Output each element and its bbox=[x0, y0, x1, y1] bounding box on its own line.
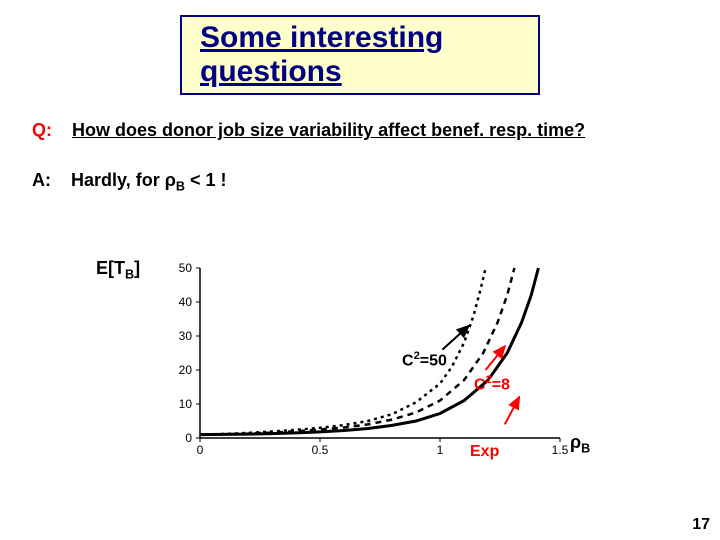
a-before: Hardly, for ρ bbox=[71, 170, 176, 190]
chart: 0 10 20 30 40 50 0 0.5 1 1.5 bbox=[150, 258, 570, 483]
answer-line: A: Hardly, for ρB < 1 ! bbox=[32, 170, 227, 194]
annot-c8-post: =8 bbox=[492, 376, 510, 393]
page-number: 17 bbox=[692, 516, 710, 534]
q-prefix: Q: bbox=[32, 120, 52, 140]
title-box: Some interesting questions bbox=[180, 15, 540, 95]
svg-text:0: 0 bbox=[185, 431, 192, 445]
title-text: Some interesting questions bbox=[200, 21, 443, 88]
svg-text:10: 10 bbox=[179, 397, 193, 411]
ylabel-sub: B bbox=[125, 268, 134, 282]
svg-text:40: 40 bbox=[179, 295, 193, 309]
svg-text:50: 50 bbox=[179, 261, 193, 275]
q-text: How does donor job size variability affe… bbox=[72, 120, 585, 140]
annot-exp: Exp bbox=[470, 443, 499, 461]
a-sub: B bbox=[176, 180, 185, 194]
xlabel-sym: ρ bbox=[570, 432, 581, 452]
svg-text:20: 20 bbox=[179, 363, 193, 377]
xlabel-sub: B bbox=[581, 442, 590, 456]
svg-text:1.5: 1.5 bbox=[552, 443, 569, 457]
chart-svg: 0 10 20 30 40 50 0 0.5 1 1.5 bbox=[150, 258, 570, 478]
series-C2=8 bbox=[200, 268, 514, 435]
svg-text:1: 1 bbox=[437, 443, 444, 457]
xlabel: ρB bbox=[570, 432, 590, 456]
annot-c2-8: C2=8 bbox=[474, 374, 510, 394]
svg-text:0.5: 0.5 bbox=[312, 443, 329, 457]
annot-c2-50: C2=50 bbox=[402, 350, 447, 370]
annot-exp-text: Exp bbox=[470, 443, 499, 460]
annot-c8-pre: C bbox=[474, 376, 486, 393]
svg-text:0: 0 bbox=[197, 443, 204, 457]
annot-c50-post: =50 bbox=[420, 352, 447, 369]
series-Exp bbox=[200, 268, 538, 435]
a-prefix: A: bbox=[32, 170, 51, 190]
a-after: < 1 ! bbox=[185, 170, 227, 190]
svg-text:30: 30 bbox=[179, 329, 193, 343]
annot-c50-pre: C bbox=[402, 352, 414, 369]
ylabel-post: ] bbox=[134, 258, 140, 278]
question-line: Q: How does donor job size variability a… bbox=[32, 120, 585, 141]
ylabel-pre: E[T bbox=[96, 258, 125, 278]
ylabel: E[TB] bbox=[96, 258, 140, 282]
a-text: Hardly, for ρB < 1 ! bbox=[71, 170, 226, 190]
